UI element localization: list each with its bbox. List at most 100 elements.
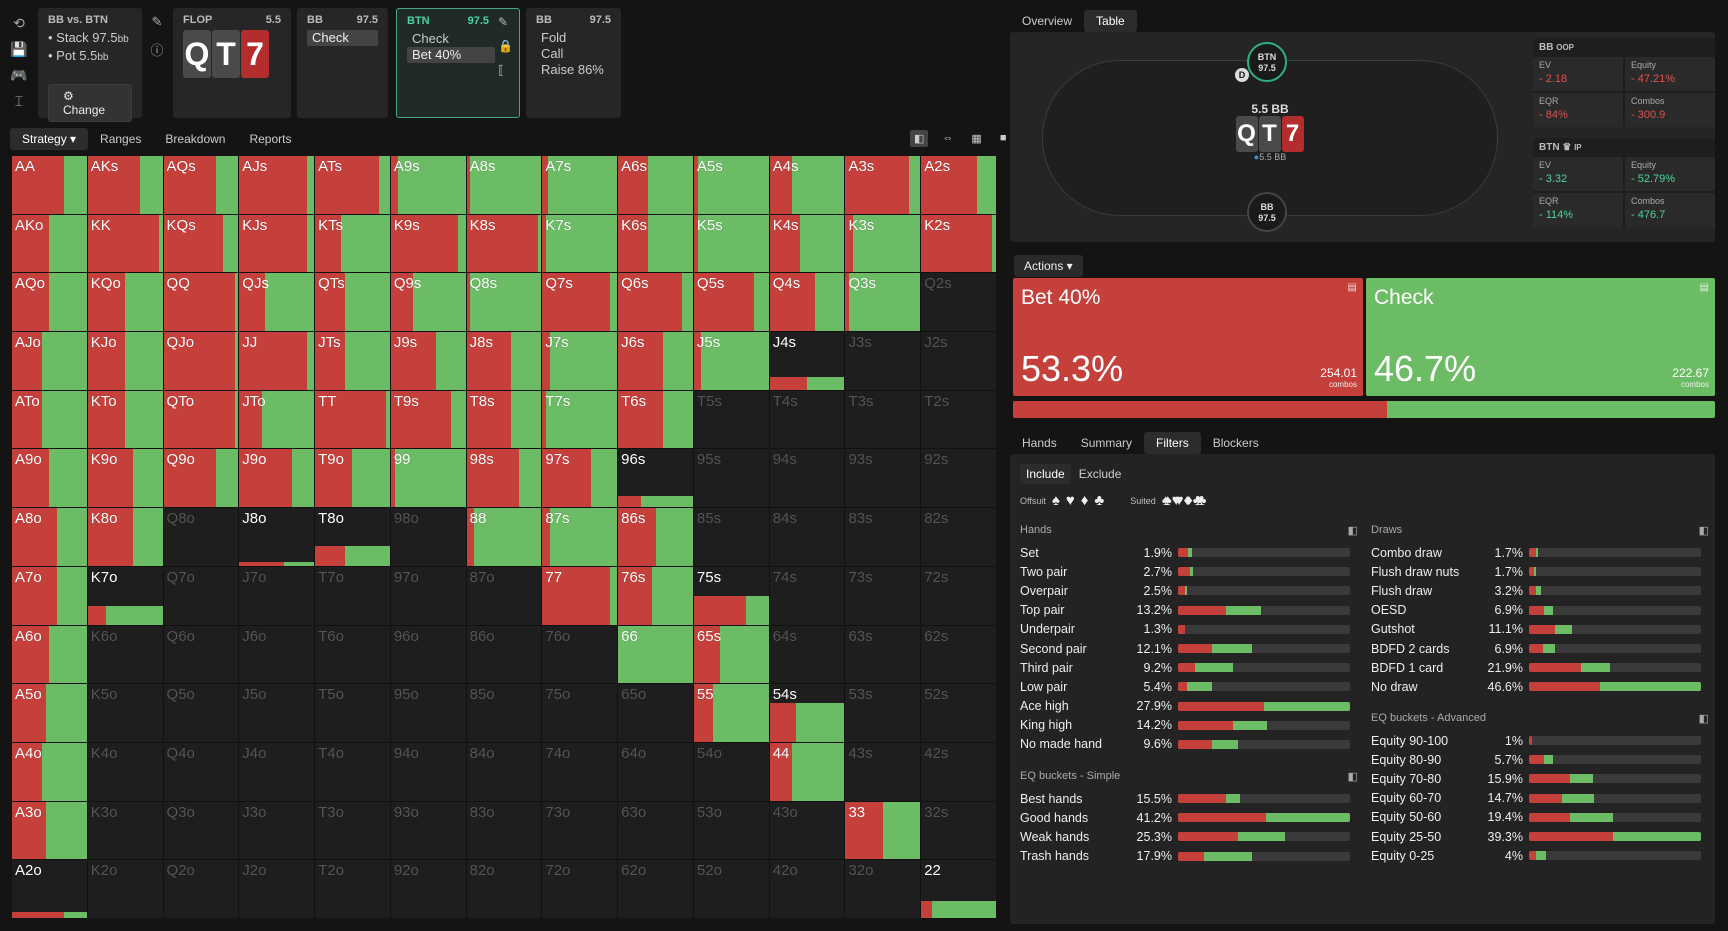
- hand-cell-t7s[interactable]: T7s: [542, 390, 619, 450]
- bracket-icon[interactable]: ⟦: [498, 63, 504, 77]
- hand-cell-43s[interactable]: 43s: [845, 742, 922, 802]
- hand-cell-72o[interactable]: 72o: [542, 860, 619, 919]
- bb-node[interactable]: BB 97.5 Check: [297, 8, 388, 118]
- grid-icon[interactable]: ▦: [971, 133, 982, 145]
- hand-cell-55[interactable]: 55: [693, 684, 770, 743]
- filter-row[interactable]: OESD 6.9%: [1371, 601, 1709, 620]
- hand-cell-kto[interactable]: KTo: [87, 390, 164, 450]
- filter-row[interactable]: Ace high 27.9%: [1020, 697, 1358, 716]
- hand-cell-94o[interactable]: 94o: [390, 742, 467, 802]
- compare-icon[interactable]: ⇔: [942, 132, 954, 144]
- hand-cell-a9o[interactable]: A9o: [12, 449, 88, 509]
- tab-overview[interactable]: Overview: [1022, 14, 1073, 28]
- hand-cell-63s[interactable]: 63s: [845, 625, 922, 685]
- hand-cell-jto[interactable]: JTo: [239, 390, 316, 450]
- hand-cell-65s[interactable]: 65s: [693, 625, 770, 685]
- hand-cell-q6s[interactable]: Q6s: [618, 273, 694, 333]
- hand-cell-a8s[interactable]: A8s: [466, 156, 543, 215]
- hand-cell-k8s[interactable]: K8s: [466, 214, 543, 274]
- hand-cell-t6o[interactable]: T6o: [315, 625, 391, 685]
- hand-cell-j6s[interactable]: J6s: [618, 332, 694, 391]
- btn-action-bet[interactable]: Bet 40%: [407, 47, 495, 63]
- hand-cell-82s[interactable]: 82s: [921, 508, 997, 567]
- hand-cell-t6s[interactable]: T6s: [618, 390, 694, 450]
- filter-row[interactable]: Good hands 41.2%: [1020, 808, 1358, 827]
- heart-icon[interactable]: ♥: [1065, 492, 1075, 509]
- hand-cell-99[interactable]: 99: [390, 449, 467, 509]
- hand-cell-42o[interactable]: 42o: [769, 860, 846, 919]
- bb-seat[interactable]: BB 97.5: [1247, 192, 1287, 232]
- hand-cell-kts[interactable]: KTs: [315, 214, 391, 274]
- hand-cell-q3o[interactable]: Q3o: [163, 801, 240, 861]
- filter-row[interactable]: Low pair 5.4%: [1020, 677, 1358, 696]
- exclude-button[interactable]: Exclude: [1078, 467, 1122, 481]
- hand-cell-a6s[interactable]: A6s: [618, 156, 694, 215]
- tab-strategy[interactable]: Strategy ▾: [10, 128, 89, 150]
- hand-cell-64o[interactable]: 64o: [618, 742, 694, 802]
- check-action-card[interactable]: Check ▤ 46.7% 222.67 combos: [1366, 278, 1715, 396]
- hand-cell-a2s[interactable]: A2s: [921, 156, 997, 215]
- hand-cell-j4o[interactable]: J4o: [239, 742, 316, 802]
- diamond-icon[interactable]: ♦: [1080, 492, 1089, 509]
- hand-cell-j8o[interactable]: J8o: [239, 508, 316, 567]
- hand-cell-98o[interactable]: 98o: [390, 508, 467, 567]
- hand-cell-qjo[interactable]: QJo: [163, 332, 240, 391]
- hand-cell-62o[interactable]: 62o: [618, 860, 694, 919]
- filter-row[interactable]: Trash hands 17.9%: [1020, 847, 1358, 866]
- tab-ranges[interactable]: Ranges: [100, 132, 142, 146]
- filter-row[interactable]: Set 1.9%: [1020, 543, 1358, 562]
- collapse-icon[interactable]: ◧: [1698, 713, 1709, 725]
- hand-cell-j9s[interactable]: J9s: [390, 332, 467, 391]
- hand-cell-ajo[interactable]: AJo: [12, 332, 88, 391]
- filter-row[interactable]: Best hands 15.5%: [1020, 789, 1358, 808]
- btn-seat[interactable]: BTN 97.5: [1247, 42, 1287, 82]
- hand-cell-k3s[interactable]: K3s: [845, 214, 922, 274]
- hand-cell-k2o[interactable]: K2o: [87, 860, 164, 919]
- hand-cell-22[interactable]: 22: [921, 860, 997, 919]
- hand-cell-q7o[interactable]: Q7o: [163, 566, 240, 626]
- filter-row[interactable]: Equity 0-25 4%: [1371, 846, 1709, 865]
- hand-cell-qto[interactable]: QTo: [163, 390, 240, 450]
- hand-cell-t8o[interactable]: T8o: [315, 508, 391, 567]
- tab-blockers[interactable]: Blockers: [1212, 436, 1259, 450]
- hand-cell-32s[interactable]: 32s: [921, 801, 997, 861]
- lock-icon[interactable]: 🔒: [498, 39, 513, 53]
- hand-cell-t4s[interactable]: T4s: [769, 390, 846, 450]
- half-square-icon[interactable]: ◧: [910, 130, 929, 147]
- hand-cell-q5o[interactable]: Q5o: [163, 684, 240, 743]
- hand-cell-k2s[interactable]: K2s: [921, 214, 997, 274]
- hand-cell-32o[interactable]: 32o: [845, 860, 922, 919]
- hand-cell-73s[interactable]: 73s: [845, 566, 922, 626]
- bb2-action-fold[interactable]: Fold: [541, 30, 567, 45]
- hand-cell-q8s[interactable]: Q8s: [466, 273, 543, 333]
- btn-action-check[interactable]: Check: [412, 31, 449, 46]
- hand-cell-q5s[interactable]: Q5s: [693, 273, 770, 333]
- hand-cell-52s[interactable]: 52s: [921, 684, 997, 743]
- hand-cell-j2s[interactable]: J2s: [921, 332, 997, 391]
- bb2-action-call[interactable]: Call: [541, 46, 564, 61]
- hand-cell-86s[interactable]: 86s: [618, 508, 694, 567]
- hand-cell-94s[interactable]: 94s: [769, 449, 846, 509]
- hand-cell-a4o[interactable]: A4o: [12, 742, 88, 802]
- tab-reports[interactable]: Reports: [249, 132, 292, 146]
- collapse-icon[interactable]: ◧: [1698, 525, 1709, 537]
- hand-cell-93o[interactable]: 93o: [390, 801, 467, 861]
- hand-cell-t9o[interactable]: T9o: [315, 449, 391, 509]
- filter-row[interactable]: Equity 80-90 5.7%: [1371, 750, 1709, 769]
- filter-row[interactable]: Equity 70-80 15.9%: [1371, 769, 1709, 788]
- save-icon[interactable]: 💾: [10, 41, 28, 57]
- btn-node[interactable]: BTN 97.5 Check Bet 40% ✎ 🔒 ⟦: [396, 8, 520, 118]
- hand-cell-74s[interactable]: 74s: [769, 566, 846, 626]
- hand-cell-53o[interactable]: 53o: [693, 801, 770, 861]
- hand-cell-q3s[interactable]: Q3s: [845, 273, 922, 333]
- collapse-icon[interactable]: ◧: [1347, 525, 1358, 537]
- hand-cell-93s[interactable]: 93s: [845, 449, 922, 509]
- suited-spade-icon[interactable]: ♠♠: [1161, 492, 1172, 509]
- club-icon[interactable]: ♣: [1094, 492, 1105, 509]
- pencil-icon[interactable]: ✎: [151, 14, 163, 29]
- hand-cell-k9s[interactable]: K9s: [390, 214, 467, 274]
- hand-cell-q8o[interactable]: Q8o: [163, 508, 240, 567]
- menu-icon[interactable]: ▤: [1699, 282, 1709, 293]
- hand-cell-jj[interactable]: JJ: [239, 332, 316, 391]
- hand-cell-62s[interactable]: 62s: [921, 625, 997, 685]
